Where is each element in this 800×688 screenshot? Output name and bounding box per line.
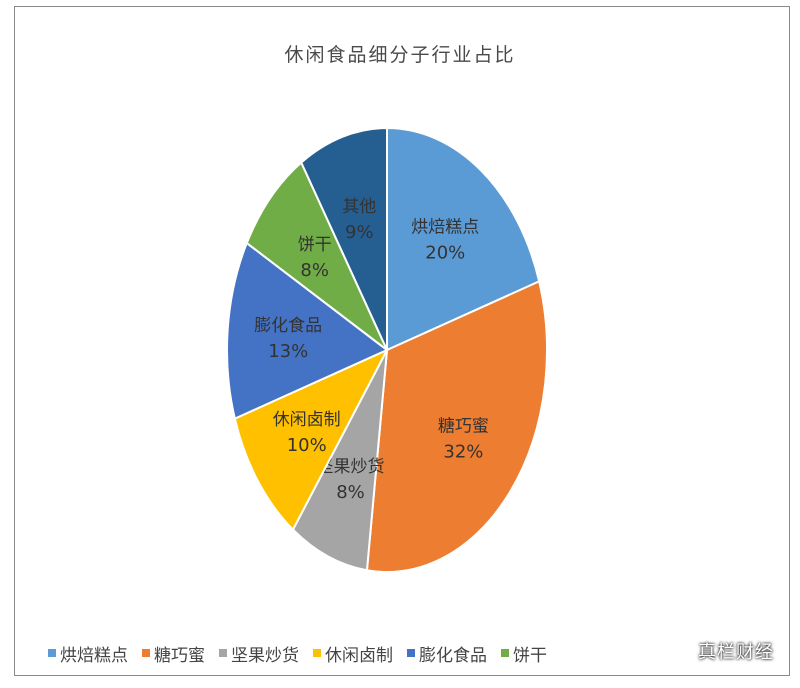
- slice-value-label: 8%: [300, 260, 329, 281]
- slice-value-label: 10%: [287, 435, 327, 456]
- legend-label: 烘焙糕点: [60, 645, 128, 666]
- pie-slice: [291, 349, 388, 572]
- legend: 烘焙糕点 糖巧蜜 坚果炒货 休闲卤制 膨化食品 饼干: [48, 640, 547, 666]
- pie-slice: [245, 160, 388, 351]
- legend-swatch: [407, 649, 415, 657]
- pie-slice: [233, 347, 390, 532]
- chart-title: 休闲食品细分子行业占比: [284, 44, 516, 66]
- legend-swatch: [501, 649, 509, 657]
- legend-label: 膨化食品: [419, 645, 487, 666]
- pie-slice: [386, 126, 541, 352]
- slice-category-label: 烘焙糕点: [411, 218, 479, 238]
- pie-slice: [300, 126, 388, 351]
- legend-item: 休闲卤制: [313, 641, 393, 666]
- slice-category-label: 糖巧蜜: [438, 417, 489, 437]
- legend-swatch: [219, 649, 227, 657]
- legend-item: 膨化食品: [407, 641, 487, 666]
- slice-category-label: 饼干: [298, 235, 332, 255]
- legend-label: 饼干: [513, 645, 547, 666]
- slice-category-label: 膨化食品: [254, 316, 322, 336]
- slice-value-label: 9%: [345, 222, 374, 243]
- watermark-text: 真栏财经: [698, 642, 774, 663]
- legend-item: 糖巧蜜: [142, 641, 205, 666]
- slice-value-label: 20%: [425, 243, 465, 264]
- pie-slice: [226, 241, 389, 421]
- legend-item: 饼干: [501, 641, 547, 666]
- legend-swatch: [48, 649, 56, 657]
- slice-category-label: 休闲卤制: [273, 410, 341, 430]
- slice-value-label: 32%: [443, 442, 483, 463]
- legend-label: 休闲卤制: [325, 645, 393, 666]
- slice-category-label: 坚果炒货: [317, 457, 385, 477]
- legend-swatch: [142, 649, 150, 657]
- slice-value-label: 13%: [268, 341, 308, 362]
- legend-label: 糖巧蜜: [154, 645, 205, 666]
- slice-value-label: 8%: [336, 482, 365, 503]
- legend-label: 坚果炒货: [231, 645, 299, 666]
- pie-slice: [365, 279, 548, 573]
- legend-item: 坚果炒货: [219, 641, 299, 666]
- slice-category-label: 其他: [342, 197, 376, 217]
- legend-item: 烘焙糕点: [48, 641, 128, 666]
- legend-swatch: [313, 649, 321, 657]
